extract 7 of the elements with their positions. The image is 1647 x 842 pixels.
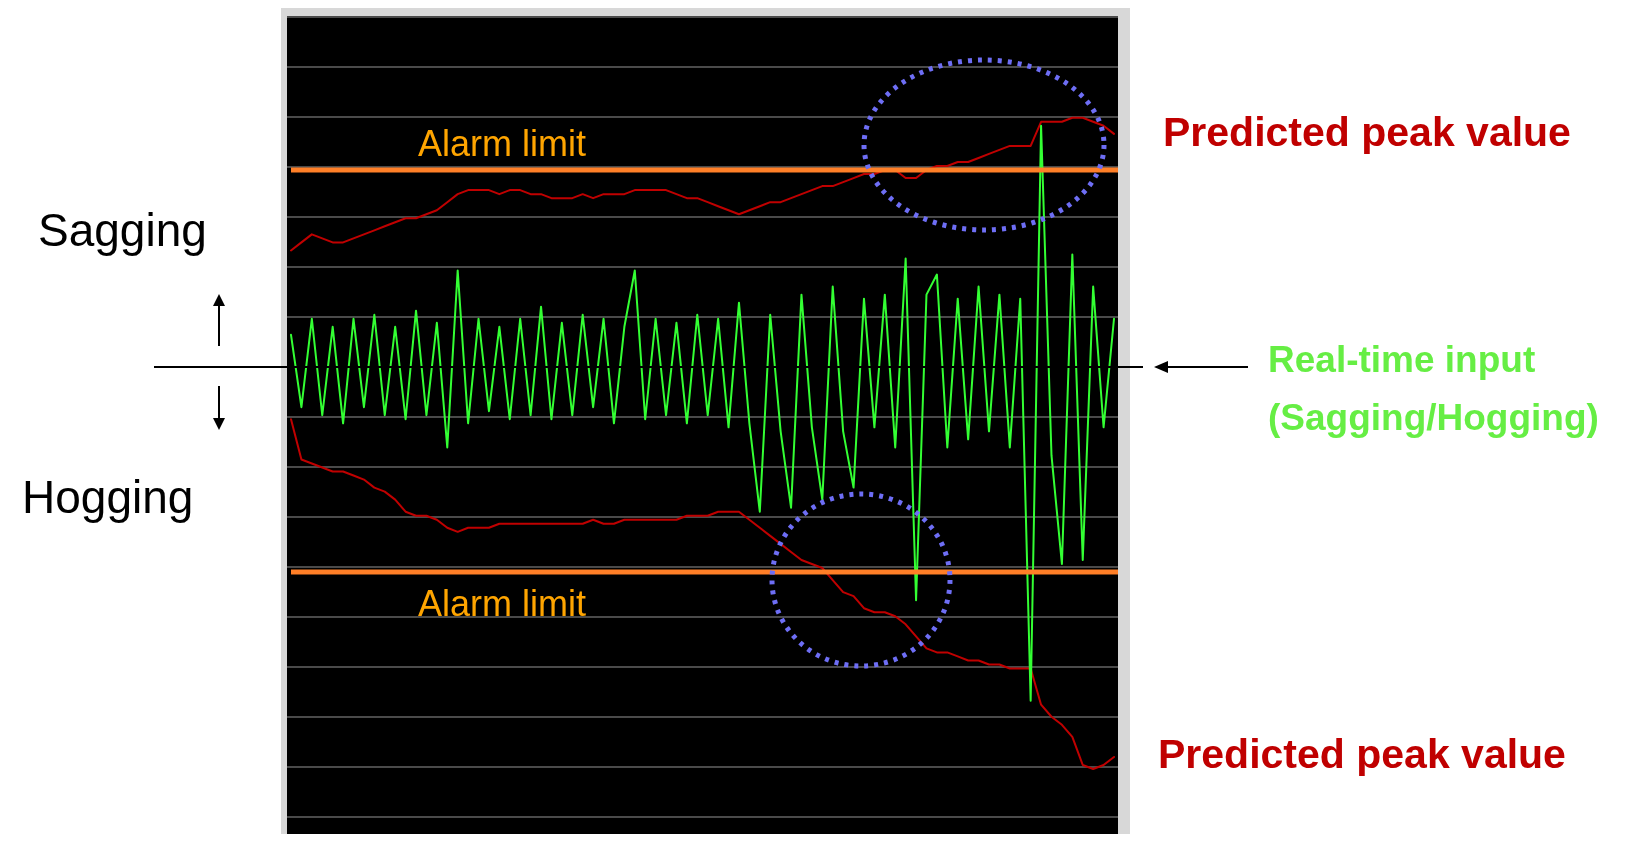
text: Sagging — [38, 204, 207, 256]
text: Real-time input (Sagging/Hogging) — [1268, 339, 1599, 438]
series-label: Predicted peak value — [1163, 109, 1571, 155]
text: Hogging — [22, 471, 194, 523]
series-label: Predicted peak value — [1158, 731, 1566, 777]
ref-line-label: Alarm limit — [418, 123, 586, 165]
ref-line-label: Alarm limit — [418, 583, 586, 625]
